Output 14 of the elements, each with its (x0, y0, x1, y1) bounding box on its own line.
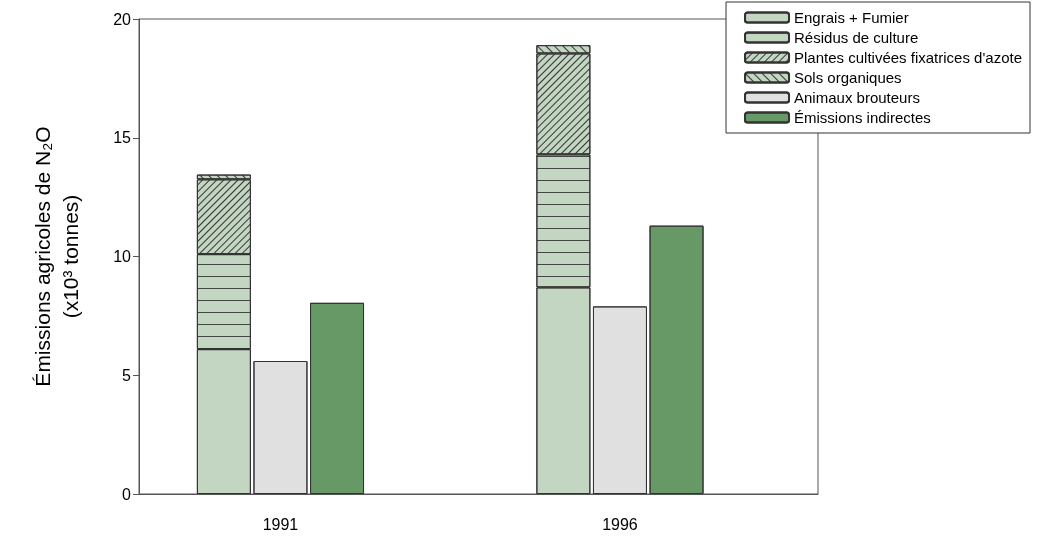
y-tick-label: 20 (113, 10, 132, 28)
y-tick-label: 15 (113, 129, 132, 147)
legend-label: Sols organiques (794, 69, 902, 86)
x-tick-label: 1991 (262, 515, 299, 533)
legend-label: Plantes cultivées fixatrices d'azote (794, 49, 1023, 66)
y-tick-label: 10 (113, 248, 132, 265)
y-tick-label: 5 (122, 366, 132, 384)
legend-label: Engrais + Fumier (794, 9, 909, 26)
y-tick-label: 0 (122, 485, 132, 503)
legend-label: Résidus de culture (794, 29, 919, 46)
legend-label: Émissions indirectes (794, 109, 931, 126)
legend-label: Animaux brouteurs (794, 89, 920, 106)
y-axis-title: Émissions agricoles de N₂O (x10³ tonnes) (30, 126, 82, 387)
x-tick-label: 1996 (602, 515, 638, 533)
